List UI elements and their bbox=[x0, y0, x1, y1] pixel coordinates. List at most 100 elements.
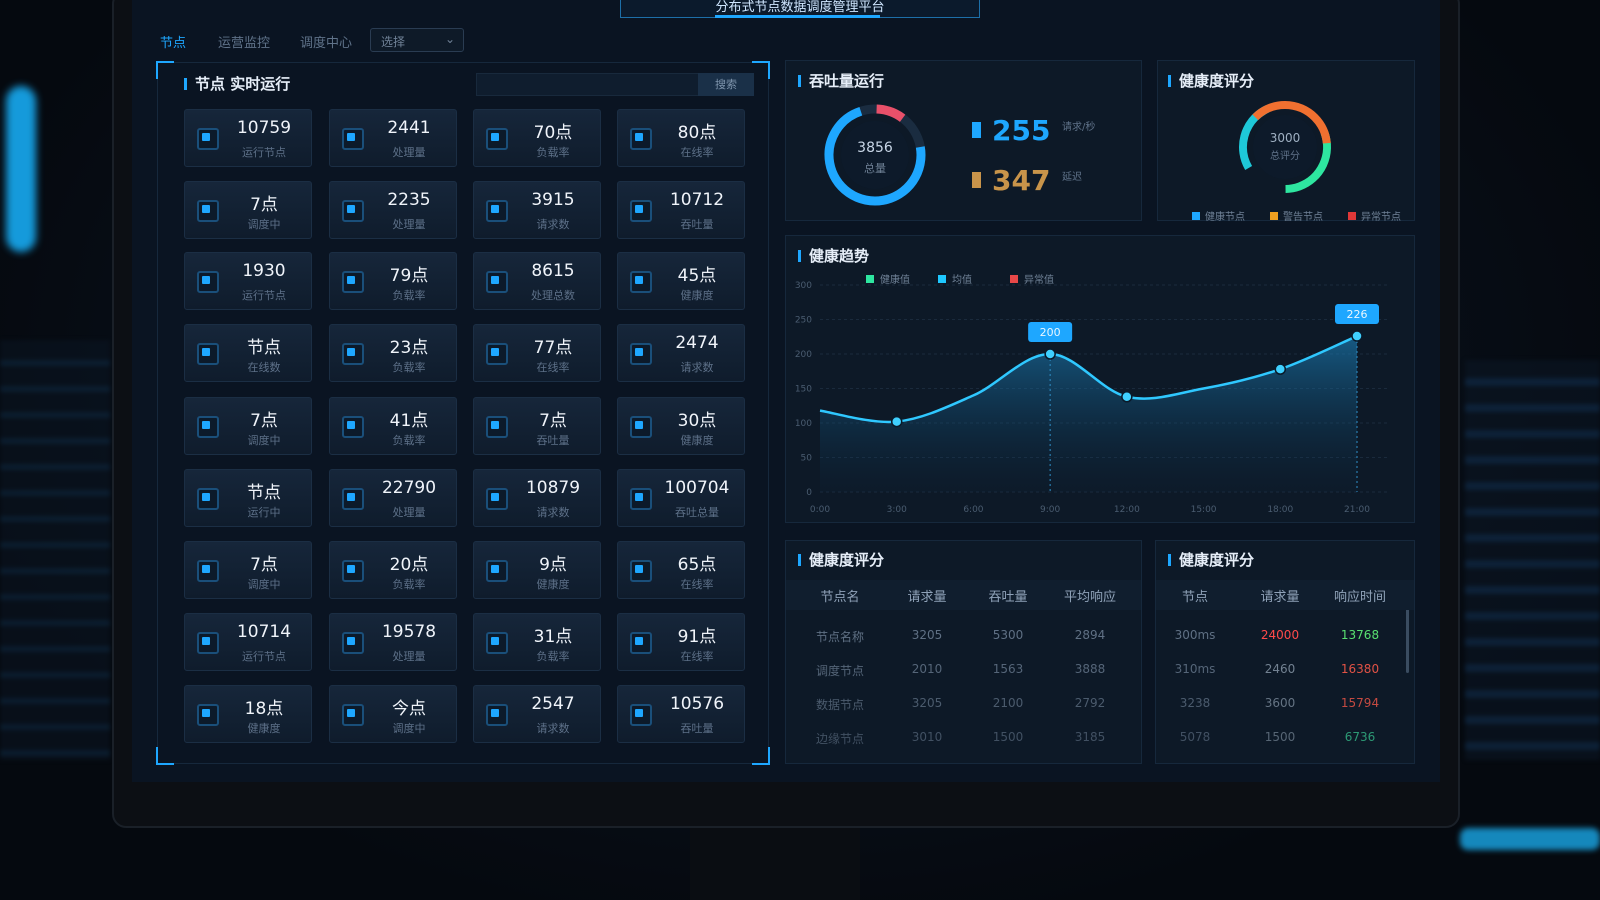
tile-label: 在线率 bbox=[680, 146, 714, 159]
tile-label: 在线率 bbox=[680, 650, 714, 663]
tile-icon bbox=[197, 271, 219, 293]
tile-label: 处理量 bbox=[392, 506, 426, 519]
tile-label: 吞吐量 bbox=[680, 722, 714, 735]
node-tile[interactable]: 2547 请求数 bbox=[473, 685, 601, 743]
node-tile[interactable]: 7点 吞吐量 bbox=[473, 397, 601, 455]
tile-label: 调度中 bbox=[247, 218, 281, 231]
select[interactable]: 选择 ⌄ bbox=[370, 28, 464, 52]
node-tile[interactable]: 8615 处理总数 bbox=[473, 252, 601, 310]
tile-icon bbox=[486, 416, 508, 438]
table-header: 节点 bbox=[1181, 590, 1208, 605]
ambient-glow bbox=[1460, 828, 1600, 850]
node-tile[interactable]: 100704 吞吐总量 bbox=[617, 469, 745, 527]
tile-icon bbox=[486, 632, 508, 654]
tile-value: 18点 bbox=[244, 699, 284, 719]
tile-icon bbox=[630, 560, 652, 582]
tile-icon bbox=[342, 200, 364, 222]
tile-label: 健康度 bbox=[247, 722, 281, 735]
tile-icon bbox=[342, 704, 364, 726]
tile-label: 负载率 bbox=[392, 361, 426, 374]
tab[interactable]: 调度中心 bbox=[300, 36, 353, 51]
node-tile[interactable]: 91点 在线率 bbox=[617, 613, 745, 671]
tile-icon bbox=[630, 128, 652, 150]
node-tile[interactable]: 18点健康度 bbox=[184, 685, 312, 743]
tile-label: 在线率 bbox=[536, 361, 570, 374]
node-tile[interactable]: 9点 健康度 bbox=[473, 541, 601, 599]
tile-icon bbox=[342, 271, 364, 293]
node-tile[interactable]: 2441 处理量 bbox=[329, 109, 457, 167]
donut-label: 总量 bbox=[864, 161, 886, 175]
table-cell: 5300 bbox=[992, 628, 1024, 642]
throughput-donut: 3856 总量 bbox=[824, 104, 926, 206]
tile-icon bbox=[197, 343, 219, 365]
node-tile[interactable]: 19578 处理量 bbox=[329, 613, 457, 671]
node-tile[interactable]: 10879 请求数 bbox=[473, 469, 601, 527]
node-tile[interactable]: 70点 负载率 bbox=[473, 109, 601, 167]
node-tile[interactable]: 31点 负载率 bbox=[473, 613, 601, 671]
node-tile[interactable]: 80点 在线率 bbox=[617, 109, 745, 167]
tile-icon bbox=[630, 271, 652, 293]
tile-label: 在线数 bbox=[247, 361, 281, 374]
node-tile[interactable]: 79点 负载率 bbox=[329, 252, 457, 310]
node-tile[interactable]: 10714 运行节点 bbox=[184, 613, 312, 671]
table-panel: 健康度评分 bbox=[1155, 540, 1415, 764]
node-tile[interactable]: 45点 健康度 bbox=[617, 252, 745, 310]
table-cell: 2792 bbox=[1074, 696, 1106, 710]
search-button[interactable]: 搜索 bbox=[698, 73, 754, 96]
node-tile[interactable]: 1930 运行节点 bbox=[184, 252, 312, 310]
stat-unit: 请求/秒 bbox=[1062, 122, 1096, 133]
node-tile[interactable]: 3915 请求数 bbox=[473, 181, 601, 239]
monitor-stand bbox=[690, 828, 860, 900]
node-tile[interactable]: 节点 运行中 bbox=[184, 469, 312, 527]
header-title: 分布式节点数据调度管理平台 bbox=[620, 0, 980, 18]
node-tile[interactable]: 2474 请求数 bbox=[617, 324, 745, 382]
node-tile[interactable]: 节点 在线数 bbox=[184, 324, 312, 382]
table-header-row bbox=[786, 580, 1141, 610]
tile-label: 运行节点 bbox=[242, 146, 286, 159]
node-tile[interactable]: 77点 在线率 bbox=[473, 324, 601, 382]
table-cell: 6736 bbox=[1344, 730, 1376, 744]
node-tile[interactable]: 2235 处理量 bbox=[329, 181, 457, 239]
table-cell: 1500 bbox=[992, 730, 1024, 744]
tile-value: 23点 bbox=[389, 338, 429, 358]
node-tile[interactable]: 10576 吞吐量 bbox=[617, 685, 745, 743]
node-tile[interactable]: 7点 调度中 bbox=[184, 541, 312, 599]
node-tile[interactable]: 7点 调度中 bbox=[184, 397, 312, 455]
table-cell: 16380 bbox=[1340, 662, 1380, 676]
legend-swatch bbox=[1348, 212, 1356, 220]
tile-icon bbox=[630, 343, 652, 365]
tile-value: 45点 bbox=[677, 266, 717, 286]
node-tile[interactable]: 23点负载率 bbox=[329, 324, 457, 382]
tile-value: 1930 bbox=[242, 261, 286, 281]
node-tile[interactable]: 20点 负载率 bbox=[329, 541, 457, 599]
scrollbar[interactable] bbox=[1406, 591, 1409, 673]
tab[interactable]: 运营监控 bbox=[218, 36, 271, 51]
node-tile[interactable]: 10712 吞吐量 bbox=[617, 181, 745, 239]
tab[interactable]: 节点 bbox=[160, 36, 187, 51]
tile-icon bbox=[486, 343, 508, 365]
table-cell: 节点名称 bbox=[815, 630, 864, 644]
tile-label: 负载率 bbox=[392, 578, 426, 591]
table-cell: 300ms bbox=[1174, 628, 1216, 642]
stat-value: 255 bbox=[992, 114, 1051, 147]
table-header: 请求量 bbox=[907, 590, 947, 605]
tile-value: 9点 bbox=[539, 555, 567, 575]
header-accent bbox=[715, 15, 880, 18]
node-tile[interactable]: 今点 调度中 bbox=[329, 685, 457, 743]
node-tile[interactable]: 41点 负载率 bbox=[329, 397, 457, 455]
node-tile[interactable]: 22790 处理量 bbox=[329, 469, 457, 527]
node-tile[interactable]: 30点 健康度 bbox=[617, 397, 745, 455]
node-tile[interactable]: 65点 在线率 bbox=[617, 541, 745, 599]
tile-value: 节点 bbox=[247, 338, 281, 358]
node-tile[interactable]: 7点 调度中 bbox=[184, 181, 312, 239]
tile-icon bbox=[630, 200, 652, 222]
table-cell: 调度节点 bbox=[815, 664, 864, 678]
tile-label: 处理总数 bbox=[531, 289, 575, 302]
tile-value: 7点 bbox=[539, 411, 567, 431]
panel-title: 健康度评分 bbox=[798, 549, 884, 570]
tile-label: 调度中 bbox=[392, 722, 426, 735]
table-cell: 15794 bbox=[1340, 696, 1380, 710]
tile-icon bbox=[197, 632, 219, 654]
table-cell: 1500 bbox=[1264, 730, 1296, 744]
node-tile[interactable]: 10759 运行节点 bbox=[184, 109, 312, 167]
